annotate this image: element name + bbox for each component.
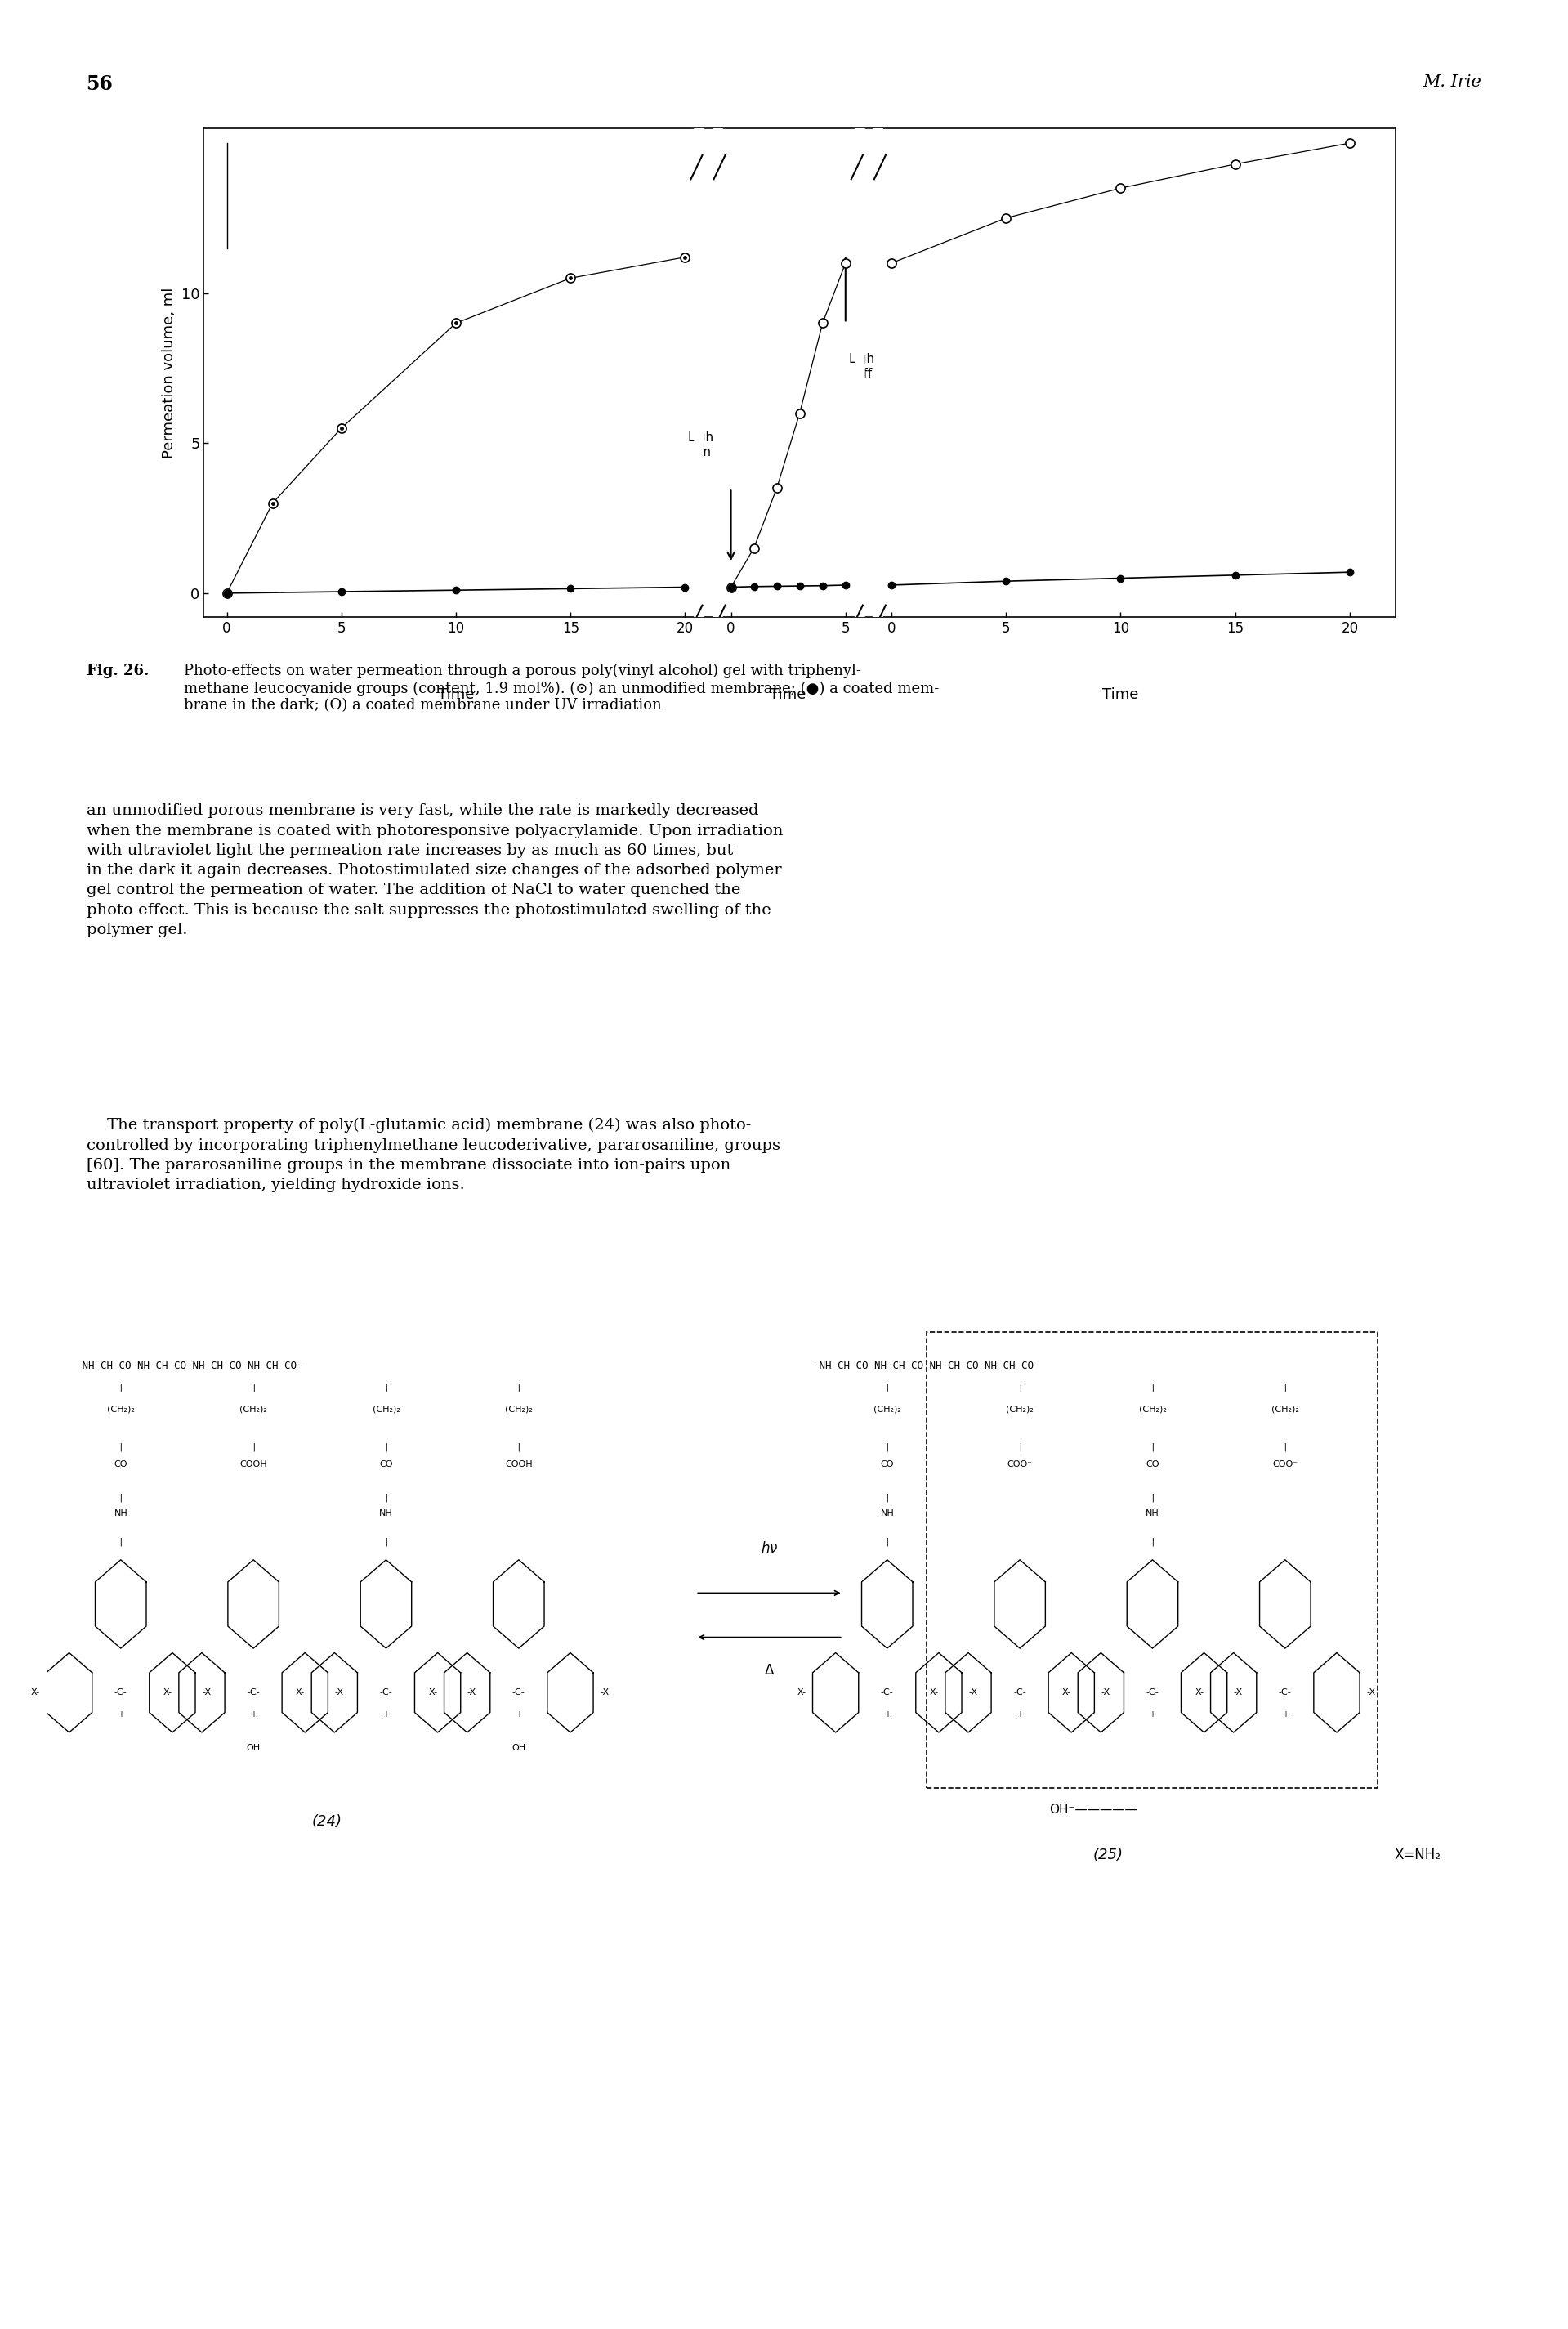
Text: X-: X- [1195,1689,1204,1698]
Text: -X: -X [1234,1689,1242,1698]
Text: |: | [516,1442,522,1451]
Text: -C-: -C- [114,1689,127,1698]
Text: -C-: -C- [1013,1689,1027,1698]
Text: +: + [1016,1709,1022,1719]
Text: -X: -X [334,1689,343,1698]
Text: -C-: -C- [1278,1689,1292,1698]
Text: -C-: -C- [246,1689,260,1698]
Text: -NH-CH-CO-NH-CH-CO-NH-CH-CO-NH-CH-CO-: -NH-CH-CO-NH-CH-CO-NH-CH-CO-NH-CH-CO- [814,1360,1040,1372]
Text: |: | [1149,1442,1156,1451]
Text: CO: CO [1146,1460,1159,1470]
Text: X-: X- [296,1689,304,1698]
Text: $\Delta$: $\Delta$ [764,1663,775,1677]
Text: -C-: -C- [513,1689,525,1698]
Text: CO: CO [881,1460,894,1470]
Text: |: | [383,1537,389,1546]
Text: (CH₂)₂: (CH₂)₂ [107,1404,135,1414]
Text: OH: OH [246,1744,260,1751]
Text: NH: NH [114,1509,127,1516]
Text: -C-: -C- [881,1689,894,1698]
Text: COOH: COOH [505,1460,533,1470]
Text: COO⁻: COO⁻ [1272,1460,1298,1470]
Text: (CH₂)₂: (CH₂)₂ [372,1404,400,1414]
Text: CO: CO [114,1460,127,1470]
Text: |: | [251,1442,256,1451]
Text: COO⁻: COO⁻ [1007,1460,1033,1470]
Text: |: | [884,1383,891,1390]
Text: X-: X- [797,1689,806,1698]
Text: |: | [1283,1383,1287,1390]
Text: X-: X- [163,1689,172,1698]
Text: |: | [383,1383,389,1390]
Text: |: | [1018,1383,1022,1390]
Text: (CH₂)₂: (CH₂)₂ [1272,1404,1298,1414]
Text: |: | [118,1383,124,1390]
Text: -X: -X [1366,1689,1375,1698]
Text: (CH₂)₂: (CH₂)₂ [1138,1404,1167,1414]
Text: +: + [383,1709,389,1719]
Text: Light
on: Light on [688,431,720,459]
Text: -C-: -C- [1146,1689,1159,1698]
Text: -X: -X [1101,1689,1110,1698]
Text: Photo-effects on water permeation through a porous poly(vinyl alcohol) gel with : Photo-effects on water permeation throug… [183,664,939,713]
Text: NH: NH [379,1509,394,1516]
Text: CO: CO [379,1460,392,1470]
Text: |: | [118,1442,124,1451]
Text: (25): (25) [1093,1847,1123,1863]
Text: +: + [118,1709,124,1719]
Text: (CH₂)₂: (CH₂)₂ [505,1404,533,1414]
Text: an unmodified porous membrane is very fast, while the rate is markedly decreased: an unmodified porous membrane is very fa… [86,804,782,936]
Text: Time: Time [770,687,806,701]
Text: |: | [516,1383,522,1390]
Text: X-: X- [930,1689,939,1698]
Text: (CH₂)₂: (CH₂)₂ [873,1404,902,1414]
Text: +: + [884,1709,891,1719]
Text: -X: -X [601,1689,608,1698]
Text: (CH₂)₂: (CH₂)₂ [240,1404,267,1414]
Text: (CH₂)₂: (CH₂)₂ [1007,1404,1033,1414]
Text: |: | [383,1493,389,1502]
Text: NH: NH [1146,1509,1159,1516]
Text: Time: Time [437,687,474,701]
Text: (24): (24) [312,1814,342,1828]
Text: COOH: COOH [240,1460,267,1470]
Text: X-: X- [31,1689,39,1698]
Text: OH⁻—————: OH⁻————— [1049,1803,1137,1817]
Text: |: | [118,1493,124,1502]
Text: X=NH₂: X=NH₂ [1394,1847,1441,1863]
Text: |: | [383,1442,389,1451]
Text: M. Irie: M. Irie [1424,75,1482,91]
Text: |: | [118,1537,124,1546]
Text: -NH-CH-CO-NH-CH-CO-NH-CH-CO-NH-CH-CO-: -NH-CH-CO-NH-CH-CO-NH-CH-CO-NH-CH-CO- [77,1360,303,1372]
Text: -X: -X [467,1689,477,1698]
Text: -X: -X [967,1689,977,1698]
Text: $h\nu$: $h\nu$ [760,1542,778,1556]
Text: X-: X- [1063,1689,1071,1698]
Text: -C-: -C- [379,1689,392,1698]
Y-axis label: Permeation volume, ml: Permeation volume, ml [162,286,177,459]
Text: |: | [884,1442,891,1451]
Text: The transport property of poly(L-glutamic acid) membrane (24) was also photo-
co: The transport property of poly(L-glutami… [86,1118,779,1192]
Text: |: | [251,1383,256,1390]
Text: |: | [1149,1537,1156,1546]
Text: |: | [1018,1442,1022,1451]
Text: X-: X- [428,1689,437,1698]
Text: |: | [1149,1383,1156,1390]
Text: +: + [251,1709,257,1719]
Text: OH: OH [511,1744,525,1751]
Text: +: + [1149,1709,1156,1719]
Text: +: + [516,1709,522,1719]
Text: Time: Time [1102,687,1138,701]
Text: -X: -X [202,1689,210,1698]
Text: |: | [884,1537,891,1546]
Text: 56: 56 [86,75,113,93]
Text: +: + [1283,1709,1289,1719]
Text: |: | [884,1493,891,1502]
Text: Light
off: Light off [848,354,880,380]
Text: NH: NH [880,1509,894,1516]
Text: Fig. 26.: Fig. 26. [86,664,154,678]
Text: |: | [1149,1493,1156,1502]
Text: |: | [1283,1442,1287,1451]
